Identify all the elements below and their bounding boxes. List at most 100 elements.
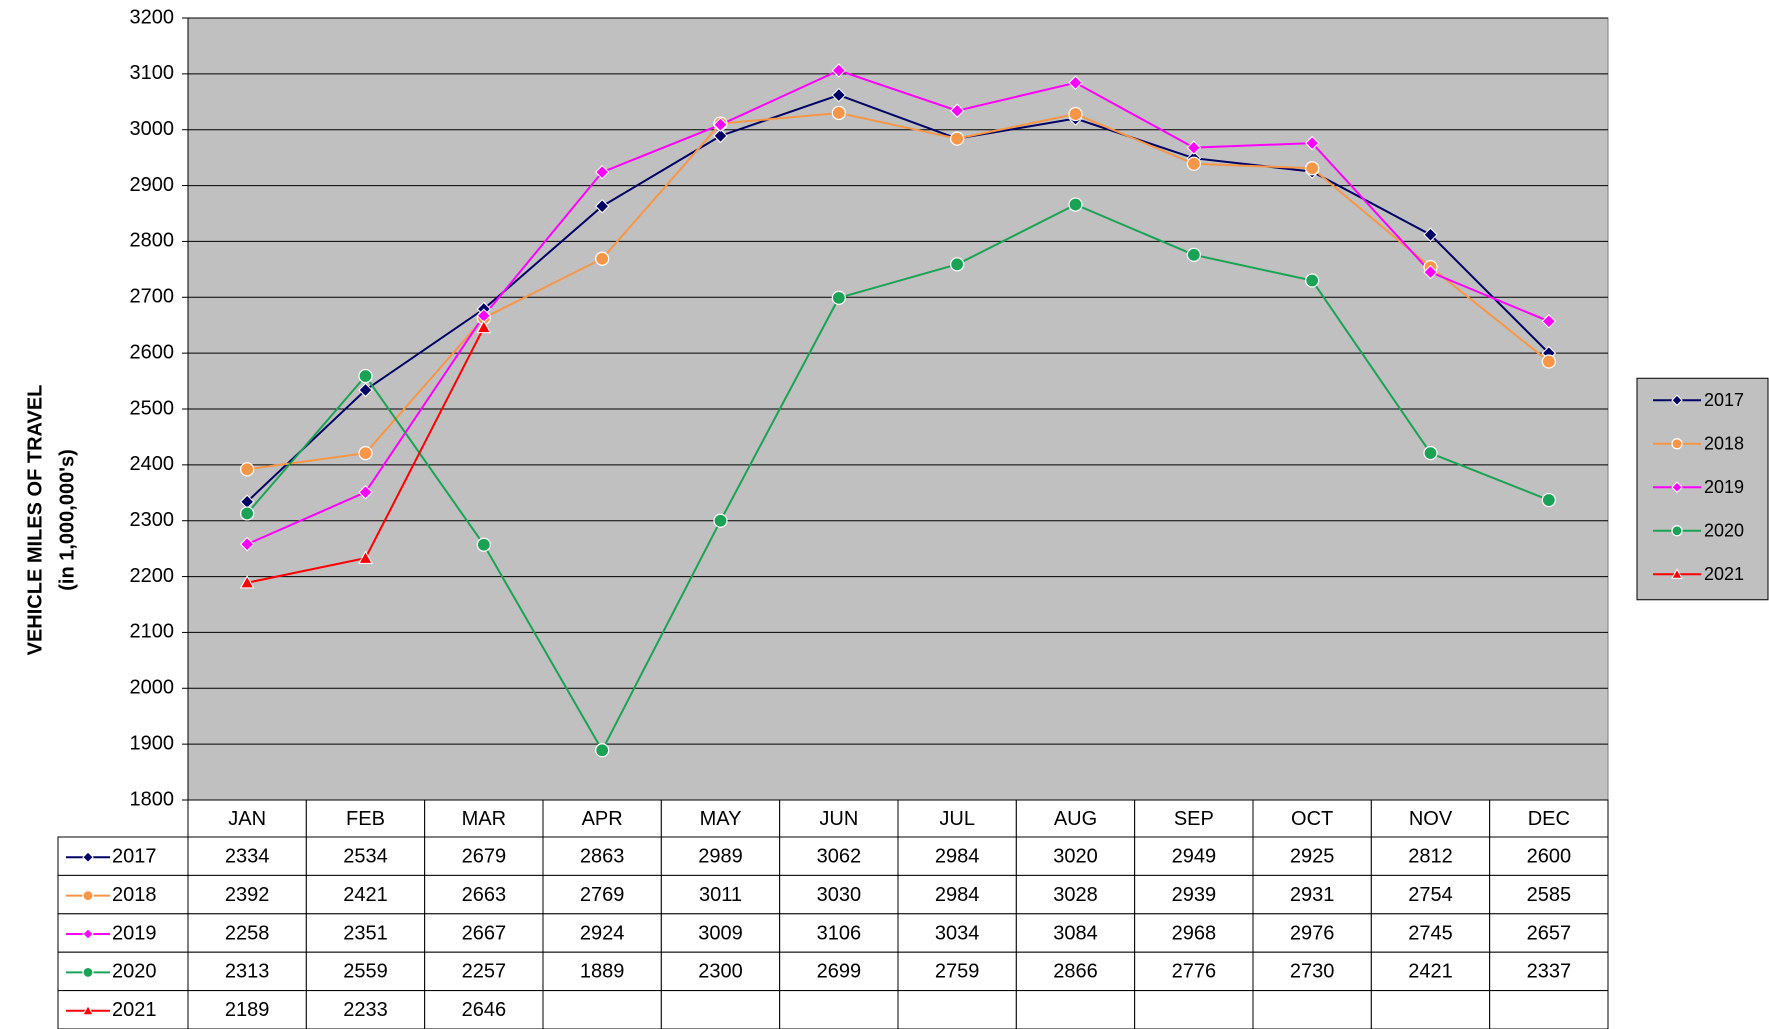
y-tick-label: 2100 xyxy=(130,621,175,643)
marker xyxy=(240,462,255,477)
table-cell xyxy=(1370,913,1491,953)
table-value: 2984 xyxy=(935,884,980,906)
series-line xyxy=(247,111,1550,471)
table-value: 2812 xyxy=(1408,845,1453,867)
table-cell xyxy=(1489,951,1609,992)
series-line xyxy=(246,94,1550,503)
table-cell xyxy=(779,990,899,1029)
table-value: 2968 xyxy=(1172,922,1217,944)
table-series-name: 2018 xyxy=(112,884,157,906)
table-value: 2667 xyxy=(462,922,507,944)
marker xyxy=(240,506,255,521)
table-cell xyxy=(187,913,307,953)
table-cell xyxy=(542,990,662,1029)
table-cell xyxy=(1489,836,1609,876)
marker xyxy=(1186,140,1202,155)
marker xyxy=(1305,273,1320,288)
table-cell xyxy=(424,836,544,876)
table-value: 2585 xyxy=(1527,884,1572,906)
table-series-name: 2021 xyxy=(112,999,157,1021)
marker xyxy=(1068,106,1083,122)
y-tick-label: 2900 xyxy=(130,174,175,196)
marker xyxy=(713,128,728,144)
table-value: 2699 xyxy=(817,961,862,983)
marker xyxy=(1671,568,1683,579)
table-cell xyxy=(1252,990,1372,1029)
table-value: 3028 xyxy=(1053,884,1098,906)
table-value: 3062 xyxy=(817,845,862,867)
marker xyxy=(594,164,610,180)
table-cell xyxy=(542,874,662,915)
table-series-name: 2019 xyxy=(112,922,157,944)
table-cell xyxy=(660,951,781,992)
table-cell xyxy=(542,836,662,876)
series-line xyxy=(246,203,1550,753)
table-cell xyxy=(187,874,307,915)
y-tick-label: 2200 xyxy=(130,565,175,587)
marker xyxy=(831,63,847,78)
x-tick-label: DEC xyxy=(1528,808,1570,830)
table-value: 1889 xyxy=(580,961,625,983)
marker xyxy=(82,966,94,979)
table-value: 2925 xyxy=(1290,845,1335,867)
table-value: 2392 xyxy=(225,884,270,906)
table-cell xyxy=(1489,799,1609,838)
table-cell xyxy=(542,951,662,992)
marker xyxy=(1186,156,1201,171)
table-cell xyxy=(1015,990,1136,1029)
table-series-name: 2020 xyxy=(112,961,157,983)
table-value: 2769 xyxy=(580,884,625,906)
table-cell xyxy=(1134,874,1254,915)
x-tick-label: AUG xyxy=(1054,808,1097,830)
marker xyxy=(82,1004,94,1016)
table-cell xyxy=(305,951,426,992)
y-tick-label: 2300 xyxy=(130,509,175,531)
table-value: 2313 xyxy=(225,961,270,983)
table-value: 2679 xyxy=(462,845,507,867)
table-value: 2351 xyxy=(343,922,388,944)
table-value: 2257 xyxy=(462,961,507,983)
table-cell xyxy=(1489,990,1609,1029)
table-cell xyxy=(897,990,1017,1029)
marker xyxy=(358,382,373,398)
table-value: 2663 xyxy=(462,884,507,906)
marker xyxy=(950,131,965,146)
x-tick-label: JAN xyxy=(228,808,266,830)
marker xyxy=(1671,394,1683,406)
marker xyxy=(1541,314,1557,329)
table-value: 3106 xyxy=(817,922,862,944)
marker xyxy=(1423,227,1438,242)
y-tick-label: 3100 xyxy=(130,62,175,84)
table-cell xyxy=(542,913,662,953)
table-series-name: 2017 xyxy=(112,845,157,867)
table-value: 2939 xyxy=(1172,884,1217,906)
marker xyxy=(239,575,255,589)
table-cell xyxy=(897,836,1017,876)
marker xyxy=(594,199,610,214)
y-tick-label: 2800 xyxy=(130,230,175,252)
x-tick-label: MAR xyxy=(462,808,506,830)
table-value: 2600 xyxy=(1527,845,1572,867)
table-cell xyxy=(424,913,544,953)
marker xyxy=(1304,135,1320,151)
table-cell xyxy=(1134,836,1254,876)
legend-label: 2017 xyxy=(1704,390,1744,410)
table-value: 2759 xyxy=(935,961,980,983)
table-cell xyxy=(1134,990,1254,1029)
table-cell xyxy=(1252,913,1372,953)
marker xyxy=(1671,481,1683,493)
table-cell xyxy=(424,799,544,838)
table-value: 2233 xyxy=(343,999,388,1021)
marker xyxy=(1068,75,1083,91)
table-cell xyxy=(779,951,899,992)
marker xyxy=(358,550,373,564)
table-cell xyxy=(779,913,899,953)
table-cell xyxy=(1370,874,1491,915)
table-cell xyxy=(1015,836,1136,876)
table-value: 3020 xyxy=(1053,845,1098,867)
marker xyxy=(713,117,728,132)
table-value: 2559 xyxy=(343,961,388,983)
table-value: 2334 xyxy=(225,845,270,867)
table-value: 2984 xyxy=(935,845,980,867)
table-cell xyxy=(660,990,781,1029)
